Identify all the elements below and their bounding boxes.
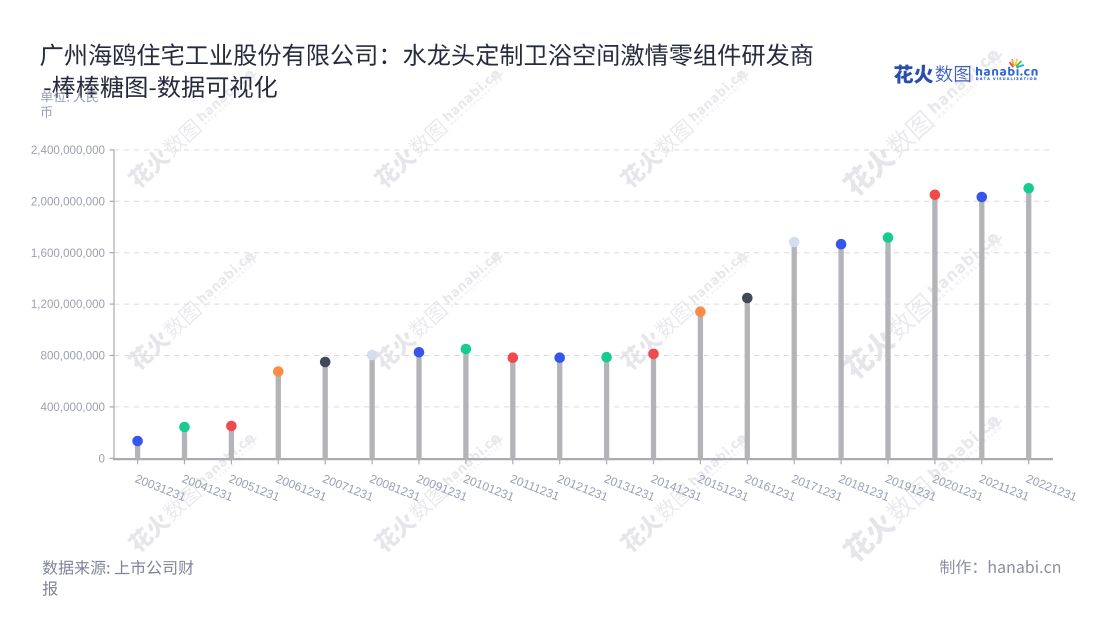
svg-text:20161231: 20161231 [743, 472, 798, 505]
svg-text:20211231: 20211231 [977, 472, 1031, 504]
svg-text:1,600,000,000: 1,600,000,000 [31, 247, 105, 260]
svg-text:20081231: 20081231 [368, 472, 423, 505]
svg-text:400,000,000: 400,000,000 [41, 401, 105, 414]
svg-text:20111231: 20111231 [508, 472, 561, 504]
svg-text:20201231: 20201231 [930, 472, 985, 505]
svg-text:0: 0 [99, 452, 105, 465]
svg-text:20031231: 20031231 [133, 472, 188, 505]
svg-text:20171231: 20171231 [790, 472, 845, 505]
svg-text:20151231: 20151231 [696, 472, 751, 505]
svg-text:2,400,000,000: 2,400,000,000 [31, 144, 105, 157]
svg-text:20051231: 20051231 [227, 472, 282, 505]
svg-text:20191231: 20191231 [884, 472, 939, 505]
svg-text:800,000,000: 800,000,000 [41, 350, 105, 363]
svg-text:2,000,000,000: 2,000,000,000 [31, 195, 105, 208]
svg-text:20181231: 20181231 [837, 472, 892, 505]
svg-text:20141231: 20141231 [649, 472, 704, 505]
svg-text:20121231: 20121231 [555, 472, 610, 505]
svg-text:20061231: 20061231 [274, 472, 329, 505]
svg-text:20101231: 20101231 [461, 472, 516, 505]
svg-text:20131231: 20131231 [602, 472, 657, 505]
svg-text:1,200,000,000: 1,200,000,000 [31, 298, 105, 311]
svg-text:20071231: 20071231 [321, 472, 376, 505]
svg-text:20221231: 20221231 [1024, 472, 1079, 505]
